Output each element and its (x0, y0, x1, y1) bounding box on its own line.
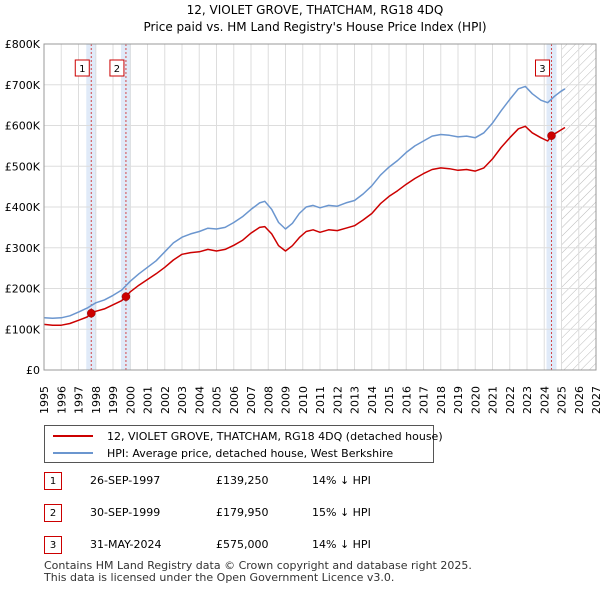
x-tick-label: 2019 (452, 386, 465, 414)
sale-date: 30-SEP-1999 (90, 506, 161, 519)
chart-subtitle: Price paid vs. HM Land Registry's House … (143, 20, 486, 34)
x-tick-label: 2000 (124, 386, 137, 414)
x-tick-label: 2015 (383, 386, 396, 414)
y-tick-label: £800K (5, 38, 41, 51)
sale-label-box (74, 59, 90, 77)
y-tick-label: £500K (5, 160, 41, 173)
y-tick-label: £100K (5, 323, 41, 336)
footer-licence: This data is licensed under the Open Gov… (44, 571, 395, 584)
sale-number-badge: 3 (44, 536, 62, 554)
sale-label-text: 1 (79, 64, 85, 75)
legend-item-hpi: HPI: Average price, detached house, West… (53, 445, 393, 461)
sale-hpi-diff: 15% ↓ HPI (312, 506, 371, 519)
sales-table: 1 26-SEP-1997 £139,250 14% ↓ HPI 2 30-SE… (44, 472, 564, 568)
x-tick-label: 2027 (590, 386, 600, 414)
sale-label-text: 2 (114, 64, 120, 75)
y-tick-label: £400K (5, 201, 41, 214)
sale-price: £575,000 (216, 538, 269, 551)
x-tick-label: 2001 (142, 386, 155, 414)
footer: Contains HM Land Registry data © Crown c… (44, 560, 472, 584)
sale-point (547, 131, 556, 140)
y-tick-label: £0 (26, 364, 40, 377)
sale-hpi-diff: 14% ↓ HPI (312, 538, 371, 551)
x-tick-label: 2004 (193, 386, 206, 414)
x-tick-label: 2003 (176, 386, 189, 414)
legend-label-hpi: HPI: Average price, detached house, West… (107, 446, 394, 460)
x-tick-label: 2020 (469, 386, 482, 414)
y-tick-label: £200K (5, 283, 41, 296)
x-tick-label: 2011 (314, 386, 327, 414)
series-line (43, 85, 566, 319)
sale-label-text: 3 (539, 64, 545, 75)
x-tick-label: 1995 (38, 386, 51, 414)
x-tick-label: 2010 (297, 386, 310, 414)
price-chart: 12, VIOLET GROVE, THATCHAM, RG18 4DQ Pri… (5, 3, 600, 414)
x-tick-label: 2021 (487, 386, 500, 414)
y-tick-label: £600K (5, 120, 41, 133)
x-tick-label: 2014 (366, 386, 379, 414)
footer-copyright: Contains HM Land Registry data © Crown c… (44, 559, 472, 572)
sale-label-box (109, 59, 125, 77)
legend-swatch-hpi (53, 452, 93, 454)
sale-point (121, 292, 131, 301)
x-tick-label: 1996 (55, 386, 68, 414)
x-tick-label: 2016 (400, 386, 413, 414)
x-tick-label: 2024 (538, 386, 551, 414)
x-tick-label: 2012 (331, 386, 344, 414)
x-tick-label: 2002 (159, 386, 172, 414)
x-tick-label: 2023 (521, 386, 534, 414)
y-tick-label: £300K (5, 242, 41, 255)
sale-point (87, 309, 96, 318)
y-tick-label: £700K (5, 79, 41, 92)
x-tick-label: 2005 (211, 386, 224, 414)
x-tick-label: 2009 (280, 386, 293, 414)
sale-price: £139,250 (216, 474, 269, 487)
chart-title: 12, VIOLET GROVE, THATCHAM, RG18 4DQ (187, 3, 444, 17)
sale-number-badge: 1 (44, 472, 62, 490)
sale-number-badge: 2 (44, 504, 62, 522)
sale-row: 1 26-SEP-1997 £139,250 14% ↓ HPI (44, 472, 564, 504)
x-tick-label: 1999 (107, 386, 120, 414)
legend: 12, VIOLET GROVE, THATCHAM, RG18 4DQ (de… (44, 425, 443, 463)
x-tick-label: 2017 (418, 386, 431, 414)
sale-label-box (534, 59, 550, 77)
x-tick-label: 2026 (573, 386, 586, 414)
legend-label-property: 12, VIOLET GROVE, THATCHAM, RG18 4DQ (de… (107, 429, 443, 443)
legend-item-property: 12, VIOLET GROVE, THATCHAM, RG18 4DQ (de… (53, 428, 443, 444)
sale-hpi-diff: 14% ↓ HPI (312, 474, 371, 487)
sale-date: 31-MAY-2024 (90, 538, 162, 551)
x-tick-label: 2018 (435, 386, 448, 414)
sale-price: £179,950 (216, 506, 269, 519)
x-tick-label: 2007 (245, 386, 258, 414)
sale-row: 3 31-MAY-2024 £575,000 14% ↓ HPI (44, 536, 564, 568)
x-tick-label: 1998 (90, 386, 103, 414)
x-tick-label: 2008 (262, 386, 275, 414)
x-tick-label: 1997 (73, 386, 86, 414)
legend-swatch-property (53, 435, 93, 437)
x-tick-label: 2025 (556, 386, 569, 414)
sale-date: 26-SEP-1997 (90, 474, 161, 487)
x-tick-label: 2006 (228, 386, 241, 414)
x-tick-label: 2013 (349, 386, 362, 414)
sale-row: 2 30-SEP-1999 £179,950 15% ↓ HPI (44, 504, 564, 536)
x-tick-label: 2022 (504, 386, 517, 414)
plot-frame (43, 43, 597, 371)
